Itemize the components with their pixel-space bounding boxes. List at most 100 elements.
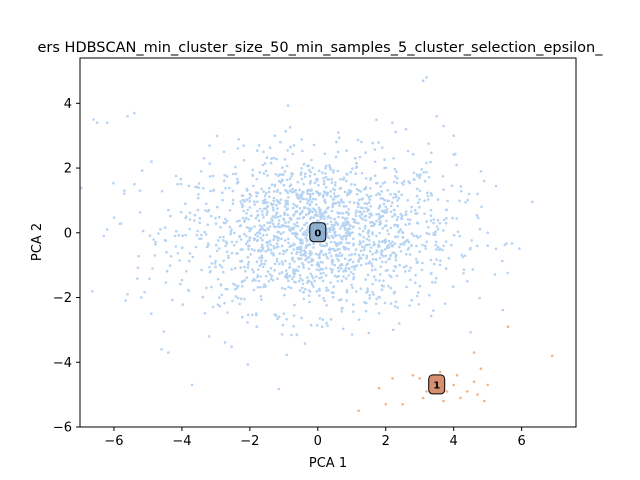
cluster-0-point: [141, 229, 145, 233]
cluster-0-point: [371, 231, 374, 234]
cluster-0-point: [427, 225, 430, 229]
cluster-0-point: [253, 203, 256, 206]
cluster-0-point: [476, 192, 479, 196]
cluster-0-point: [297, 279, 301, 283]
cluster-0-point: [394, 259, 398, 262]
cluster-0-point: [282, 249, 285, 253]
cluster-0-point: [338, 227, 342, 230]
cluster-0-point: [210, 285, 213, 289]
cluster-0-point: [246, 263, 250, 266]
cluster-0-point: [194, 245, 198, 249]
x-tick-label: 4: [450, 434, 458, 449]
cluster-0-point: [174, 174, 178, 178]
cluster-0-point: [273, 190, 276, 193]
cluster-0-point: [318, 289, 321, 292]
cluster-0-point: [290, 251, 294, 255]
cluster-0-point: [234, 172, 238, 176]
cluster-0-point: [287, 279, 290, 283]
cluster-0-point: [164, 281, 168, 284]
cluster-0-point: [315, 275, 318, 278]
cluster-0-point: [320, 267, 323, 271]
cluster-0-point: [246, 321, 249, 324]
cluster-0-point: [310, 252, 314, 255]
cluster-0-point: [345, 289, 349, 292]
cluster-0-point: [258, 264, 262, 268]
cluster-0-point: [302, 182, 306, 186]
cluster-0-point: [429, 258, 433, 262]
cluster-0-point: [337, 274, 341, 278]
cluster-0-point: [377, 312, 381, 315]
cluster-0-point: [336, 169, 340, 173]
cluster-0-point: [357, 189, 361, 192]
cluster-0-point: [277, 315, 281, 319]
cluster-0-point: [332, 197, 335, 201]
cluster-0-point: [398, 263, 401, 267]
cluster-0-point: [384, 269, 388, 272]
cluster-0-point: [409, 266, 412, 270]
cluster-0-point: [375, 213, 378, 216]
cluster-0-point: [333, 241, 337, 244]
x-tick-label: −4: [172, 434, 191, 449]
cluster-0-point: [327, 206, 330, 209]
cluster-0-point: [277, 219, 281, 222]
cluster-0-point: [252, 270, 255, 274]
cluster-0-point: [392, 180, 396, 184]
cluster-0-point: [257, 219, 261, 222]
cluster-0-point: [349, 190, 353, 194]
cluster-0-point: [306, 226, 310, 229]
cluster-0-point: [325, 289, 328, 292]
cluster-0-point: [280, 271, 284, 274]
cluster-0-point: [261, 233, 265, 237]
cluster-0-point: [352, 303, 355, 306]
cluster-0-point: [337, 254, 341, 258]
cluster-0-point: [304, 213, 308, 216]
cluster-0-point: [389, 226, 393, 230]
cluster-0-point: [178, 259, 181, 262]
cluster-0-point: [324, 252, 328, 256]
cluster-0-point: [412, 171, 416, 175]
cluster-0-point: [230, 268, 233, 271]
cluster-0-point: [266, 204, 270, 208]
cluster-0-point: [314, 252, 318, 256]
cluster-0-point: [345, 299, 349, 302]
cluster-0-point: [378, 216, 382, 220]
cluster-0-point: [312, 246, 315, 249]
cluster-0-point: [292, 324, 295, 328]
cluster-0-point: [276, 317, 279, 321]
cluster-0-point: [354, 211, 358, 214]
cluster-0-point: [179, 182, 183, 186]
cluster-0-point: [435, 225, 439, 228]
cluster-0-point: [196, 196, 200, 200]
cluster-0-point: [242, 198, 245, 202]
cluster-0-point: [361, 245, 364, 248]
cluster-0-point: [341, 224, 344, 227]
cluster-0-point: [283, 213, 286, 216]
cluster-0-point: [318, 276, 321, 280]
cluster-0-point: [385, 208, 389, 211]
cluster-0-point: [248, 206, 252, 209]
cluster-0-point: [341, 327, 345, 331]
cluster-0-point: [248, 192, 252, 196]
cluster-0-point: [434, 240, 438, 244]
cluster-0-point: [273, 313, 277, 316]
cluster-0-point: [479, 170, 483, 173]
cluster-0-point: [337, 194, 340, 198]
cluster-0-point: [319, 272, 323, 275]
cluster-0-point: [228, 186, 231, 190]
cluster-1-point: [459, 396, 462, 400]
cluster-0-point: [324, 274, 328, 277]
cluster-0-point: [435, 248, 438, 251]
cluster-0-point: [303, 172, 307, 175]
cluster-0-point: [292, 270, 295, 273]
cluster-0-point: [261, 227, 264, 231]
cluster-0-point: [442, 244, 445, 247]
cluster-0-point: [391, 215, 394, 218]
cluster-0-point: [316, 261, 320, 265]
cluster-0-point: [233, 231, 236, 235]
cluster-0-point: [358, 210, 361, 214]
cluster-0-point: [409, 210, 413, 213]
cluster-0-point: [219, 283, 223, 287]
cluster-0-point: [317, 183, 320, 187]
cluster-0-point: [353, 183, 357, 186]
cluster-0-point: [272, 202, 275, 206]
